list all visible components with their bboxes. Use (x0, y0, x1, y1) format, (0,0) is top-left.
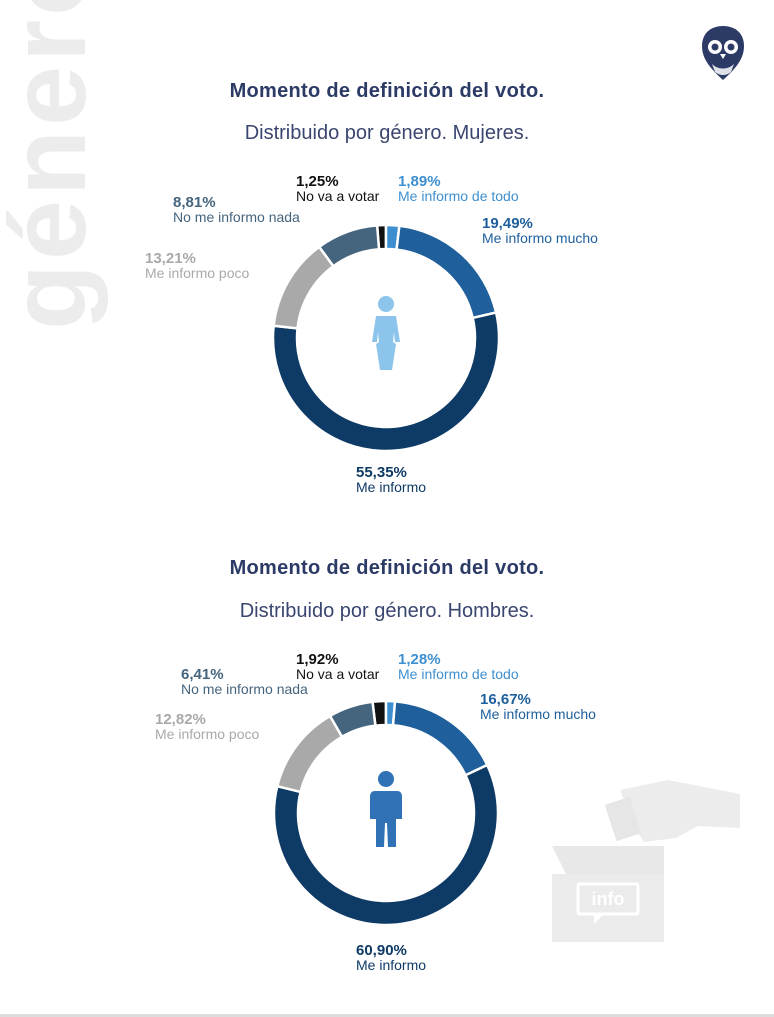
label-no-va-a-votar: 1,92% No va a votar (296, 651, 380, 682)
label-me-informo-de-todo: 1,28% Me informo de todo (398, 651, 519, 682)
donut-slice-me-informo-poco (275, 714, 344, 794)
label-me-informo-poco: 13,21% Me informo poco (145, 250, 250, 281)
label-me-informo: 60,90% Me informo (356, 942, 427, 973)
label-me-informo: 55,35% Me informo (356, 464, 427, 495)
label-no-va-a-votar: 1,25% No va a votar (296, 173, 380, 204)
ballot-box-label: info (592, 889, 625, 909)
donut-slice-no-me-informo-nada (328, 700, 377, 739)
owl-logo-icon (702, 26, 744, 80)
label-no-me-informo-nada: 8,81% No me informo nada (173, 194, 300, 225)
chart-subtitle-hombres: Distribuido por género. Hombres. (239, 600, 535, 622)
label-me-informo-mucho: 19,49% Me informo mucho (482, 215, 598, 246)
donut-slice-me-informo-poco (272, 245, 336, 330)
chart-title-hombres: Momento de definición del voto. (229, 557, 545, 579)
donut-slice-no-me-informo-nada (317, 224, 381, 268)
label-me-informo-de-todo: 1,89% Me informo de todo (398, 173, 519, 204)
donut-slice-me-informo (271, 311, 501, 453)
chart-subtitle-mujeres: Distribuido por género. Mujeres. (244, 122, 530, 144)
chart-title-mujeres: Momento de definición del voto. (229, 80, 545, 102)
label-me-informo-mucho: 16,67% Me informo mucho (480, 691, 596, 722)
donut-slice-me-informo-mucho (391, 700, 489, 777)
woman-icon (372, 296, 400, 370)
man-icon (370, 771, 402, 847)
ballot-box-icon: info (552, 780, 740, 942)
label-no-me-informo-nada: 6,41% No me informo nada (181, 666, 308, 697)
page-bottom-border (0, 1014, 774, 1017)
label-me-informo-poco: 12,82% Me informo poco (155, 711, 260, 742)
donut-slice-me-informo (272, 763, 500, 927)
